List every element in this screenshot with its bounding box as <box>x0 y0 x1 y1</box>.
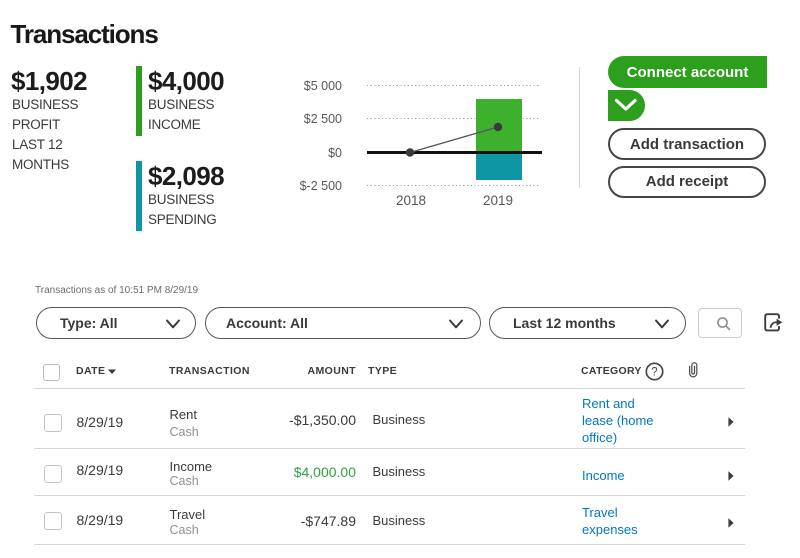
svg-text:?: ? <box>651 367 657 379</box>
